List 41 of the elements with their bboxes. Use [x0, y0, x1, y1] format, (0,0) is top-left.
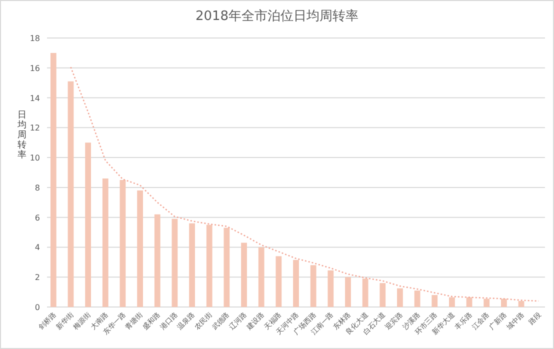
- bar: [345, 277, 351, 307]
- chart-title: 2018年全市泊位日均周转率: [195, 8, 359, 24]
- bar: [137, 190, 143, 307]
- bar: [328, 270, 334, 307]
- bar: [206, 224, 212, 307]
- bar: [293, 260, 299, 307]
- y-tick-label: 18: [30, 34, 40, 43]
- y-tick-label: 12: [30, 124, 40, 133]
- y-tick-label: 14: [30, 94, 40, 103]
- bar: [397, 288, 403, 307]
- bar: [432, 295, 438, 307]
- bar: [484, 298, 490, 307]
- bar: [154, 214, 160, 307]
- bar: [85, 142, 92, 307]
- y-tick-label: 16: [30, 64, 40, 73]
- line-series: [70, 66, 540, 302]
- bar: [380, 283, 386, 307]
- bar: [189, 223, 195, 307]
- y-tick-label: 2: [34, 273, 40, 282]
- bar: [500, 298, 507, 307]
- y-tick-label: 4: [34, 243, 40, 252]
- bar: [414, 290, 420, 307]
- bar: [224, 228, 230, 307]
- bar: [172, 218, 178, 307]
- bar: [362, 278, 368, 307]
- bar: [50, 52, 56, 307]
- bar: [258, 247, 264, 307]
- y-axis-title: 日均周转率: [16, 110, 26, 160]
- bar: [276, 256, 282, 307]
- bar: [120, 180, 126, 307]
- bar: [518, 301, 524, 307]
- y-tick-label: 0: [34, 303, 40, 312]
- bar: [310, 265, 316, 307]
- y-tick-label: 6: [34, 213, 40, 222]
- bar: [68, 81, 74, 307]
- bar: [466, 297, 472, 307]
- bar: [241, 242, 247, 307]
- bar: [449, 297, 455, 307]
- y-tick-label: 8: [34, 183, 40, 192]
- bar: [102, 178, 108, 307]
- y-tick-label: 10: [30, 154, 40, 163]
